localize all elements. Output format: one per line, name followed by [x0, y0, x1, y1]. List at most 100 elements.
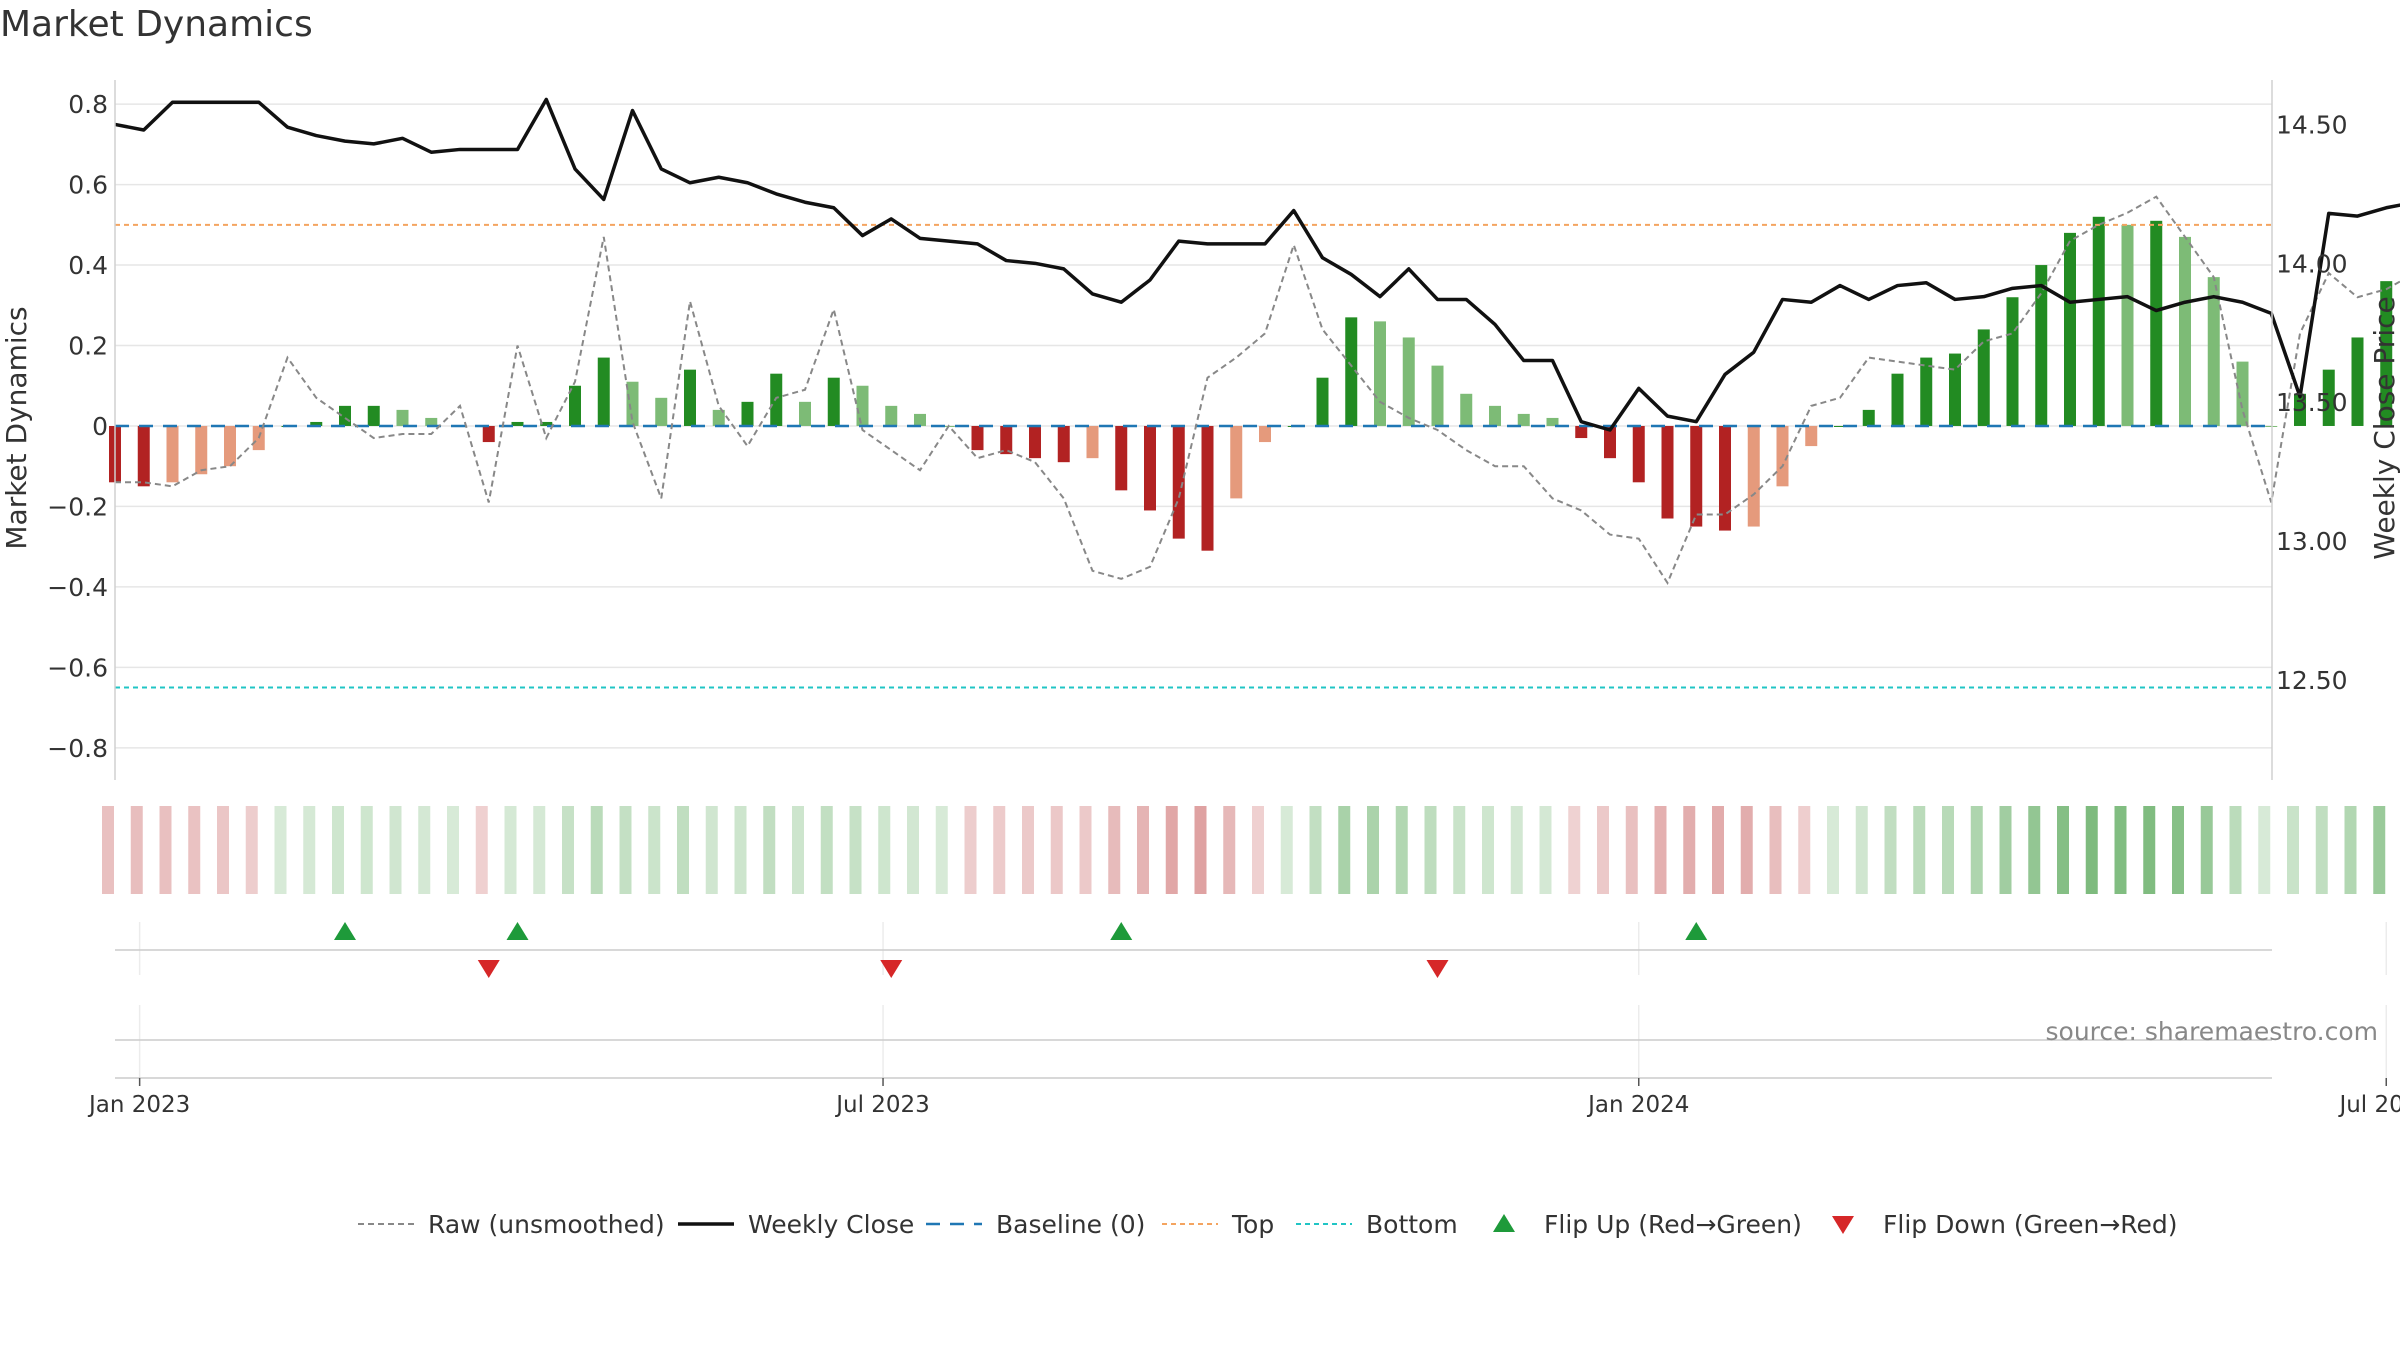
- y-tick-right: 13.50: [2276, 388, 2348, 417]
- strip-cell: [1079, 806, 1092, 894]
- bar: [2207, 277, 2220, 426]
- bar: [1776, 425, 1789, 487]
- strip-cell: [1022, 806, 1034, 894]
- legend-label: Top: [1231, 1210, 1274, 1239]
- strip-cell: [1539, 806, 1552, 894]
- raw-line: [115, 195, 2400, 586]
- bar: [655, 397, 668, 426]
- bar: [1661, 425, 1674, 519]
- strip-cell: [1453, 806, 1466, 894]
- bar: [1517, 413, 1530, 426]
- bar: [1747, 425, 1760, 527]
- strip-cell: [2344, 806, 2357, 894]
- strip-cell: [389, 806, 402, 894]
- legend-label: Weekly Close: [748, 1210, 914, 1239]
- strip-cell: [2373, 806, 2386, 894]
- strip-cell: [2028, 806, 2041, 894]
- bar: [310, 421, 323, 426]
- bar: [1086, 425, 1099, 459]
- bar: [2035, 265, 2048, 426]
- bar: [2380, 281, 2393, 426]
- strip-cell: [792, 806, 804, 894]
- bar: [741, 401, 754, 426]
- y-tick-left: −0.4: [47, 573, 108, 602]
- strip-cell: [245, 806, 258, 894]
- y-tick-left: 0.4: [68, 251, 108, 280]
- bar: [2121, 224, 2134, 426]
- legend-label: Flip Down (Green→Red): [1883, 1210, 2178, 1239]
- strip-cell: [993, 806, 1006, 894]
- strip-cell: [332, 806, 344, 894]
- bar: [540, 421, 553, 426]
- y-tick-right: 13.00: [2276, 527, 2348, 556]
- strip-cell: [1137, 806, 1149, 894]
- bar: [684, 369, 696, 426]
- strip-cell: [763, 806, 776, 894]
- bar: [856, 385, 869, 426]
- bar: [597, 357, 610, 426]
- strip-cell: [1654, 806, 1667, 894]
- strip-cell: [475, 806, 488, 894]
- flip-down-marker: [880, 960, 903, 978]
- bar: [885, 405, 898, 426]
- strip-cell: [1884, 806, 1897, 894]
- bar: [1920, 357, 1933, 426]
- legend-swatch-flip-down: [1832, 1216, 1854, 1234]
- strip-cell: [1424, 806, 1437, 894]
- bar: [1172, 425, 1185, 539]
- strip-cell: [677, 806, 689, 894]
- bar: [1604, 425, 1616, 459]
- strip-cell: [2172, 806, 2184, 894]
- legend-label: Baseline (0): [996, 1210, 1145, 1239]
- regime-strip: [102, 806, 2386, 894]
- strip-cell: [1050, 806, 1063, 894]
- bar: [626, 381, 639, 426]
- bar: [1115, 425, 1128, 491]
- strip-cell: [274, 806, 287, 894]
- strip-cell: [705, 806, 718, 894]
- bar: [425, 417, 438, 426]
- legend: Raw (unsmoothed) Weekly Close Baseline (0)…: [358, 1210, 2178, 1239]
- y-tick-right: 12.50: [2276, 666, 2348, 695]
- strip-cell: [1194, 806, 1207, 894]
- strip-cell: [648, 806, 661, 894]
- bar: [2294, 393, 2306, 426]
- strip-cell: [935, 806, 948, 894]
- source-text: source: sharemaestro.com: [2046, 1017, 2379, 1046]
- strip-cell: [1165, 806, 1178, 894]
- strip-cell: [820, 806, 833, 894]
- strip-cell: [849, 806, 862, 894]
- strip-cell: [447, 806, 459, 894]
- legend-swatch-flip-up: [1493, 1214, 1515, 1232]
- y-tick-right: 14.50: [2276, 110, 2348, 139]
- flip-up-marker: [506, 922, 529, 940]
- y-tick-left: 0: [92, 412, 108, 441]
- strip-cell: [360, 806, 373, 894]
- flip-up-marker: [1110, 922, 1133, 940]
- strip-cell: [1712, 806, 1724, 894]
- strip-cell: [1309, 806, 1322, 894]
- strip-cell: [1970, 806, 1983, 894]
- strip-cell: [159, 806, 172, 894]
- bar: [1891, 373, 1904, 426]
- strip-cell: [418, 806, 431, 894]
- bar: [1000, 425, 1013, 455]
- strip-cell: [2114, 806, 2127, 894]
- strip-cell: [1367, 806, 1379, 894]
- strip-cell: [1913, 806, 1926, 894]
- strip-cell: [2315, 806, 2328, 894]
- x-tick-label: Jul 2023: [834, 1092, 930, 1118]
- strip-cell: [217, 806, 229, 894]
- strip-cell: [562, 806, 574, 894]
- bar: [2179, 236, 2191, 426]
- bar: [166, 425, 179, 483]
- bar: [1029, 425, 1041, 459]
- x-tick-label: Jan 2023: [87, 1092, 190, 1118]
- strip-cell: [303, 806, 316, 894]
- bar: [1057, 425, 1070, 463]
- strip-cell: [2229, 806, 2242, 894]
- bar: [1546, 417, 1559, 426]
- y-axis-right-label: Weekly Close Price: [2368, 296, 2400, 559]
- bar: [1460, 393, 1473, 426]
